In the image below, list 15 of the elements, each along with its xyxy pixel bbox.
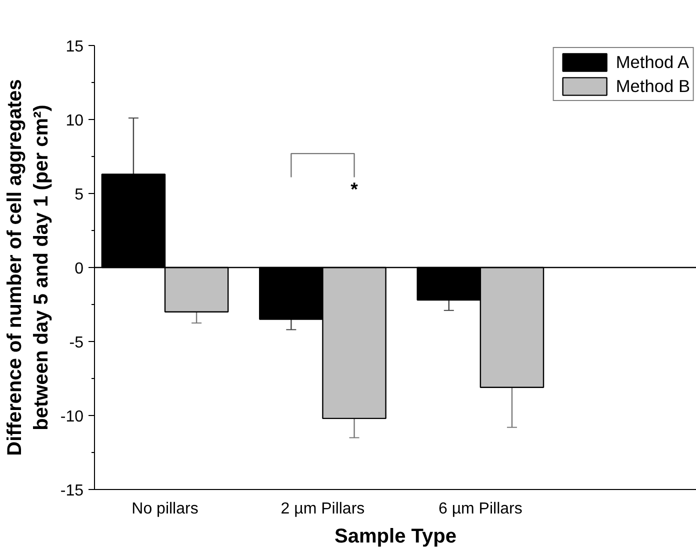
y-axis-title: Difference of number of cell aggregates between day 5 and day 1 (per cm²) bbox=[4, 79, 52, 456]
y-tick-label: 15 bbox=[66, 38, 84, 56]
x-tick-label: 6 µm Pillars bbox=[438, 500, 522, 518]
y-tick-label: -5 bbox=[69, 334, 84, 352]
y-tick-label: -10 bbox=[60, 408, 84, 426]
y-tick-label: 5 bbox=[74, 186, 84, 204]
y-tick-label: -15 bbox=[60, 482, 84, 500]
legend-label: Method A bbox=[616, 52, 690, 72]
y-tick-label: 10 bbox=[66, 112, 84, 130]
x-tick-label: No pillars bbox=[132, 500, 198, 518]
x-tick-label: 2 µm Pillars bbox=[280, 500, 365, 518]
x-axis-title: Sample Type bbox=[334, 526, 456, 548]
legend-label: Method B bbox=[616, 76, 690, 96]
annotation: * bbox=[350, 178, 359, 200]
y-tick-label: 0 bbox=[74, 260, 84, 278]
